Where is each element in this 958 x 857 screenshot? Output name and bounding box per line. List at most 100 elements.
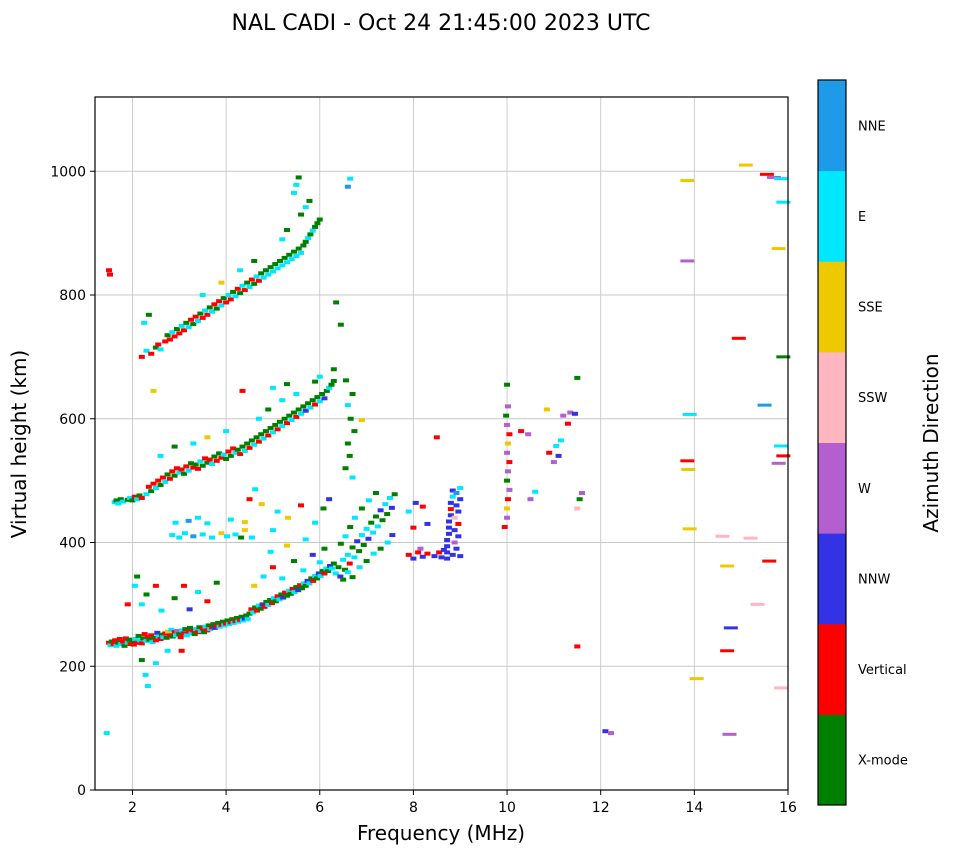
data-point [158,608,165,613]
data-point [501,525,508,530]
data-point [268,601,275,606]
data-point [272,599,279,604]
data-point [715,534,730,538]
data-point [152,583,159,588]
data-point [358,506,365,511]
data-point [457,554,464,559]
colorbar-border [817,79,847,806]
data-point [107,643,114,648]
data-point [267,598,274,603]
data-point [743,536,758,540]
data-point [232,532,239,537]
data-point [272,422,279,427]
data-point [306,198,313,203]
data-point [776,200,791,204]
data-point [127,641,134,646]
x-axis-label: Frequency (MHz) [357,821,525,845]
data-point [138,602,145,607]
data-point [132,637,139,642]
data-point [365,498,372,503]
data-point [384,540,391,545]
data-point [173,466,180,471]
x-tick-label: 4 [222,800,231,816]
data-point [680,459,695,463]
data-point [260,574,267,579]
data-point [349,475,356,480]
data-point [759,172,774,176]
data-point [279,398,286,403]
x-tick-label: 14 [685,800,703,816]
data-point [246,497,253,502]
data-point [681,467,696,471]
data-point [246,611,253,616]
data-point [239,283,246,288]
data-point [234,447,241,452]
data-point [344,441,351,446]
data-point [285,588,292,593]
data-point [302,537,309,542]
data-point [248,277,255,282]
data-point [244,617,251,622]
data-point [183,320,190,325]
data-point [412,500,419,505]
data-point [195,515,202,520]
x-tick-label: 8 [409,800,418,816]
data-point [384,512,391,517]
data-point [319,392,326,396]
data-point [506,460,513,465]
data-point [316,560,323,565]
data-point [173,327,180,332]
data-point [255,439,262,444]
data-point [183,633,190,638]
data-point [720,564,735,568]
data-point [191,632,198,637]
data-point [307,232,314,237]
data-point [130,642,137,647]
data-point [283,382,290,387]
data-point [287,591,294,596]
data-point [219,619,226,624]
data-point [168,627,175,632]
data-point [293,585,300,590]
data-point [330,367,337,372]
data-point [291,559,298,564]
data-point [757,403,772,407]
data-point [129,498,136,503]
data-point [289,586,296,591]
data-point [504,404,511,409]
data-point [238,535,245,540]
colorbar-segment-e [818,170,846,262]
data-point [424,521,431,526]
data-point [218,455,225,460]
data-point [410,525,417,530]
data-point [351,555,358,560]
colorbar-segment-w [818,442,846,534]
data-point [527,497,534,502]
data-point [169,533,176,538]
data-point [574,506,581,511]
data-point [164,648,171,653]
colorbar-segment-ssw [818,351,846,443]
data-point [312,573,319,578]
data-point [246,284,253,289]
data-point [574,375,581,380]
data-point [164,333,171,338]
data-point [253,274,260,279]
data-point [444,550,451,555]
data-point [216,299,223,304]
data-point [141,632,148,637]
data-point [419,554,426,559]
data-point [148,351,155,356]
data-point [269,269,276,274]
data-point [174,628,181,633]
data-point [118,641,125,646]
data-point [415,550,422,555]
data-point [224,618,231,623]
data-point [288,257,295,262]
data-point [281,255,288,260]
data-point [323,388,330,393]
data-point [315,571,322,576]
data-point [731,336,746,340]
colorbar-tick-label: SSE [858,301,883,316]
data-point [453,546,460,551]
